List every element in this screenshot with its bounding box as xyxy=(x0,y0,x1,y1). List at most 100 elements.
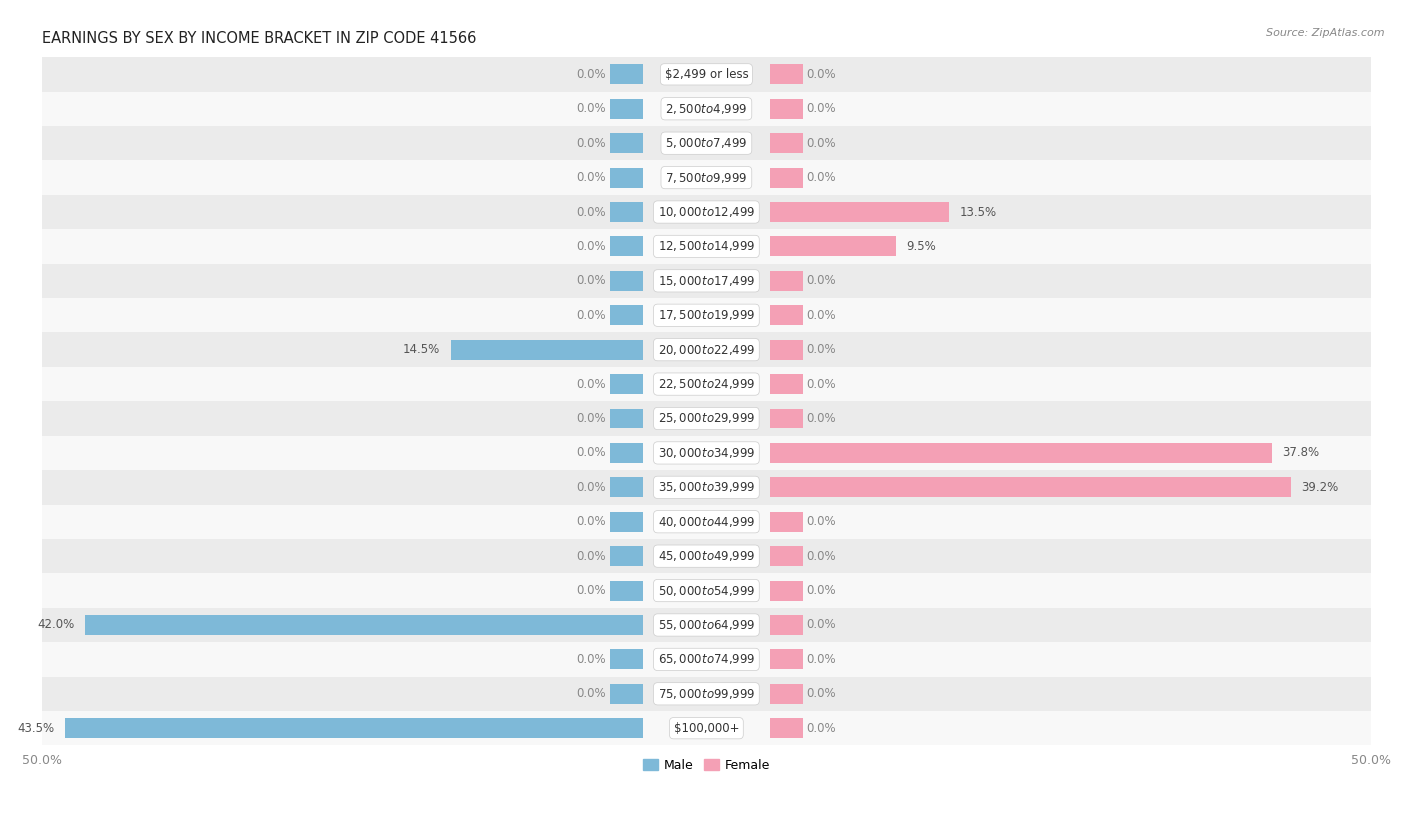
Bar xyxy=(610,408,644,428)
Bar xyxy=(84,615,644,635)
Text: 0.0%: 0.0% xyxy=(807,67,837,80)
Bar xyxy=(769,271,803,291)
Text: 0.0%: 0.0% xyxy=(576,137,606,150)
Bar xyxy=(610,650,644,669)
Bar xyxy=(610,443,644,463)
Text: 0.0%: 0.0% xyxy=(807,584,837,597)
Text: 0.0%: 0.0% xyxy=(576,446,606,459)
Bar xyxy=(769,477,1291,498)
Bar xyxy=(769,511,803,532)
Bar xyxy=(769,684,803,704)
Bar xyxy=(610,684,644,704)
Text: 0.0%: 0.0% xyxy=(576,412,606,425)
Text: 0.0%: 0.0% xyxy=(576,687,606,700)
Bar xyxy=(769,64,803,85)
Text: 0.0%: 0.0% xyxy=(807,653,837,666)
Text: 14.5%: 14.5% xyxy=(402,343,440,356)
Bar xyxy=(42,126,1371,160)
Text: 13.5%: 13.5% xyxy=(960,206,997,219)
Bar xyxy=(769,650,803,669)
Bar xyxy=(42,642,1371,676)
Text: 37.8%: 37.8% xyxy=(1282,446,1320,459)
Bar xyxy=(769,99,803,119)
Text: $5,000 to $7,499: $5,000 to $7,499 xyxy=(665,137,748,150)
Bar xyxy=(769,408,803,428)
Text: 0.0%: 0.0% xyxy=(807,377,837,390)
Text: $17,500 to $19,999: $17,500 to $19,999 xyxy=(658,308,755,322)
Bar xyxy=(769,374,803,394)
Text: 0.0%: 0.0% xyxy=(576,206,606,219)
Text: 0.0%: 0.0% xyxy=(576,309,606,322)
Bar xyxy=(769,305,803,325)
Text: $30,000 to $34,999: $30,000 to $34,999 xyxy=(658,446,755,460)
Bar xyxy=(610,477,644,498)
Text: 0.0%: 0.0% xyxy=(807,309,837,322)
Text: $15,000 to $17,499: $15,000 to $17,499 xyxy=(658,274,755,288)
Text: $35,000 to $39,999: $35,000 to $39,999 xyxy=(658,480,755,494)
Text: $55,000 to $64,999: $55,000 to $64,999 xyxy=(658,618,755,632)
Bar xyxy=(42,539,1371,573)
Text: 0.0%: 0.0% xyxy=(576,653,606,666)
Bar xyxy=(610,374,644,394)
Bar xyxy=(42,470,1371,505)
Text: 0.0%: 0.0% xyxy=(807,550,837,563)
Bar xyxy=(450,340,644,359)
Text: $2,499 or less: $2,499 or less xyxy=(665,67,748,80)
Bar xyxy=(42,505,1371,539)
Text: 0.0%: 0.0% xyxy=(576,377,606,390)
Bar xyxy=(42,402,1371,436)
Bar xyxy=(42,608,1371,642)
Bar xyxy=(42,676,1371,711)
Text: 42.0%: 42.0% xyxy=(37,619,75,632)
Text: $75,000 to $99,999: $75,000 to $99,999 xyxy=(658,687,755,701)
Bar xyxy=(42,57,1371,92)
Text: $12,500 to $14,999: $12,500 to $14,999 xyxy=(658,239,755,254)
Bar xyxy=(769,167,803,188)
Text: 0.0%: 0.0% xyxy=(576,515,606,528)
Bar xyxy=(769,615,803,635)
Bar xyxy=(610,202,644,222)
Text: $20,000 to $22,499: $20,000 to $22,499 xyxy=(658,342,755,357)
Text: 0.0%: 0.0% xyxy=(807,619,837,632)
Text: $40,000 to $44,999: $40,000 to $44,999 xyxy=(658,515,755,528)
Bar xyxy=(42,298,1371,333)
Bar xyxy=(769,133,803,153)
Bar xyxy=(42,92,1371,126)
Text: 0.0%: 0.0% xyxy=(807,412,837,425)
Bar xyxy=(769,237,896,256)
Bar xyxy=(769,580,803,601)
Bar xyxy=(769,202,949,222)
Bar xyxy=(42,711,1371,746)
Text: 43.5%: 43.5% xyxy=(17,722,55,735)
Text: $50,000 to $54,999: $50,000 to $54,999 xyxy=(658,584,755,598)
Text: $65,000 to $74,999: $65,000 to $74,999 xyxy=(658,652,755,667)
Text: 39.2%: 39.2% xyxy=(1301,480,1339,493)
Bar xyxy=(65,718,644,738)
Bar xyxy=(610,546,644,566)
Text: 0.0%: 0.0% xyxy=(807,515,837,528)
Bar xyxy=(610,64,644,85)
Bar xyxy=(610,167,644,188)
Bar xyxy=(610,511,644,532)
Text: 0.0%: 0.0% xyxy=(807,722,837,735)
Bar xyxy=(42,195,1371,229)
Text: $22,500 to $24,999: $22,500 to $24,999 xyxy=(658,377,755,391)
Bar xyxy=(42,367,1371,402)
Bar xyxy=(42,229,1371,263)
Bar xyxy=(610,305,644,325)
Bar xyxy=(42,573,1371,608)
Bar xyxy=(769,546,803,566)
Text: Source: ZipAtlas.com: Source: ZipAtlas.com xyxy=(1267,28,1385,38)
Text: 0.0%: 0.0% xyxy=(576,480,606,493)
Text: $10,000 to $12,499: $10,000 to $12,499 xyxy=(658,205,755,219)
Bar xyxy=(42,160,1371,195)
Bar xyxy=(610,580,644,601)
Text: 0.0%: 0.0% xyxy=(807,171,837,184)
Text: 0.0%: 0.0% xyxy=(576,550,606,563)
Legend: Male, Female: Male, Female xyxy=(637,754,775,777)
Bar xyxy=(42,333,1371,367)
Text: 0.0%: 0.0% xyxy=(807,274,837,287)
Text: EARNINGS BY SEX BY INCOME BRACKET IN ZIP CODE 41566: EARNINGS BY SEX BY INCOME BRACKET IN ZIP… xyxy=(42,31,477,46)
Text: 0.0%: 0.0% xyxy=(807,687,837,700)
Bar xyxy=(42,436,1371,470)
